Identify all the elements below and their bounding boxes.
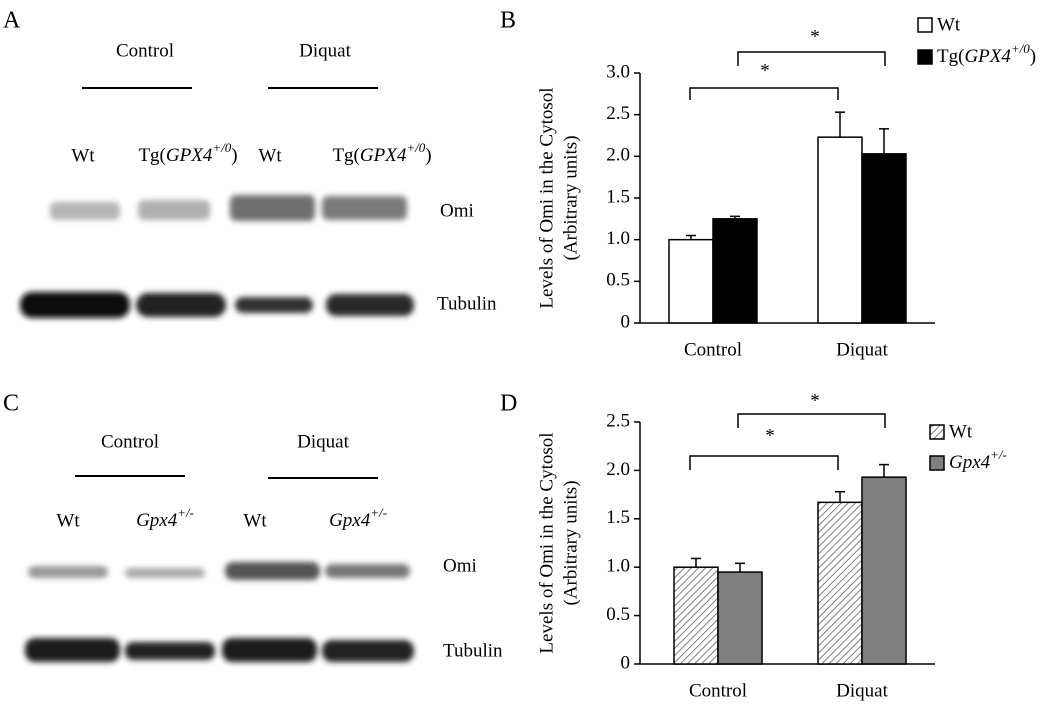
blot-c: Control Diquat Wt Gpx4+/- Wt Gpx4+/- Omi… xyxy=(25,431,503,662)
bar xyxy=(717,571,763,665)
y-tick-label: 0.5 xyxy=(606,270,630,291)
y-axis-label: Levels of Omi in the Cytosol xyxy=(536,432,557,653)
annotation: * xyxy=(765,425,775,446)
annotation: * xyxy=(810,26,820,47)
group-label: Diquat xyxy=(299,40,351,61)
lane-label: Gpx4+/- xyxy=(329,505,387,531)
y-tick-label: 2.0 xyxy=(606,459,630,480)
lane-label: Tg(GPX4+/0) xyxy=(332,140,431,166)
bar xyxy=(861,476,907,665)
bar xyxy=(712,218,758,324)
legend-swatch xyxy=(917,49,933,65)
bar xyxy=(817,501,863,665)
bar xyxy=(817,136,863,324)
panel-letter: C xyxy=(3,391,19,417)
significance-bracket xyxy=(737,51,886,66)
significance-bracket xyxy=(689,455,839,470)
lane-label: Gpx4+/- xyxy=(136,505,194,531)
bands xyxy=(25,562,414,662)
lane-label: Wt xyxy=(71,145,95,166)
legend-swatch xyxy=(929,424,945,440)
protein-label: Omi xyxy=(443,555,477,576)
y-tick-label: 0 xyxy=(621,311,631,332)
group-label: Diquat xyxy=(297,431,349,452)
y-tick-label: 1.0 xyxy=(606,556,630,577)
annotation: * xyxy=(760,60,770,81)
annotation: * xyxy=(810,390,820,411)
blot-a: Control Diquat Wt Tg(GPX4+/0) Wt Tg(GPX4… xyxy=(20,40,497,318)
legend-label: Gpx4+/- xyxy=(949,447,1007,473)
x-tick-label: Control xyxy=(689,680,747,701)
legend-swatch xyxy=(929,455,945,471)
lane-label: Tg(GPX4+/0) xyxy=(138,140,237,166)
protein-label: Omi xyxy=(440,200,474,221)
panel-letter: B xyxy=(500,8,516,34)
protein-label: Tubulin xyxy=(443,640,503,661)
significance-bracket xyxy=(737,413,886,428)
bar xyxy=(668,238,714,324)
bar xyxy=(861,153,907,324)
y-tick-label: 1.5 xyxy=(606,507,630,528)
lane-label: Wt xyxy=(56,510,80,531)
bar xyxy=(673,566,719,665)
y-tick-label: 0.5 xyxy=(606,604,630,625)
x-tick-label: Control xyxy=(684,339,742,360)
legend-swatch xyxy=(917,17,933,33)
lane-label: Wt xyxy=(243,510,267,531)
significance-bracket xyxy=(689,87,839,100)
protein-label: Tubulin xyxy=(437,293,497,314)
group-label: Control xyxy=(101,431,159,452)
y-tick-label: 0 xyxy=(621,652,631,673)
y-tick-label: 2.0 xyxy=(606,145,630,166)
lane-label: Wt xyxy=(258,145,282,166)
y-tick-label: 1.0 xyxy=(606,228,630,249)
y-tick-label: 2.5 xyxy=(606,410,630,431)
panel-letter: D xyxy=(500,391,517,417)
y-tick-label: 2.5 xyxy=(606,103,630,124)
panel-letter: A xyxy=(3,8,21,34)
x-tick-label: Diquat xyxy=(836,339,888,360)
y-tick-label: 1.5 xyxy=(606,186,630,207)
bands xyxy=(20,195,414,318)
y-axis-label: (Arbitrary units) xyxy=(560,135,581,260)
y-axis-label: (Arbitrary units) xyxy=(560,480,581,605)
y-axis-label: Levels of Omi in the Cytosol xyxy=(536,87,557,308)
x-tick-label: Diquat xyxy=(836,680,888,701)
group-label: Control xyxy=(116,40,174,61)
legend-label: Wt xyxy=(949,421,973,442)
y-tick-label: 3.0 xyxy=(606,61,630,82)
legend-label: Tg(GPX4+/0) xyxy=(937,41,1036,67)
legend-label: Wt xyxy=(937,14,961,35)
